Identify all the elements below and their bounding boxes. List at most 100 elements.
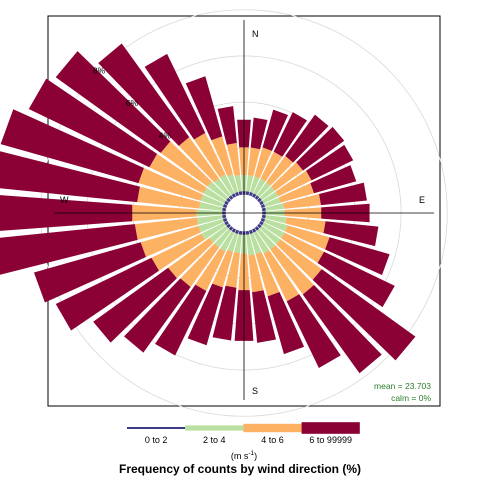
bar-350-0: [238, 191, 243, 196]
bar-160-1: [249, 233, 262, 255]
bar-290-1: [200, 194, 224, 208]
legend-label-3: 6 to 99999: [309, 435, 352, 445]
bar-280-3: [0, 151, 140, 203]
bar-200-1: [227, 233, 239, 252]
bar-110-0: [260, 218, 266, 222]
bar-340-1: [227, 174, 239, 193]
bar-240-1: [201, 222, 226, 240]
bar-320-1: [214, 178, 232, 198]
bar-50-1: [259, 186, 275, 201]
bar-260-2: [134, 217, 199, 240]
bar-330-2: [194, 132, 226, 178]
bar-30-1: [253, 178, 266, 195]
bar-330-0: [231, 193, 236, 198]
legend-unit-exp: -1: [248, 450, 254, 457]
bar-240-3: [55, 257, 159, 331]
bar-300-3: [28, 78, 158, 168]
bar-50-0: [257, 197, 262, 203]
bar-260-3: [0, 224, 138, 275]
bar-70-1: [264, 197, 281, 208]
bar-60-0: [259, 200, 264, 205]
bar-330-3: [144, 53, 206, 140]
chart-title: Frequency of counts by wind direction (%…: [119, 462, 361, 476]
bar-40-1: [256, 182, 271, 198]
bar-40-3: [285, 114, 329, 163]
bar-240-0: [224, 221, 229, 226]
legend-swatch-1: [185, 425, 244, 431]
bar-100-0: [261, 214, 266, 219]
bar-140-2: [270, 245, 315, 295]
bar-200-2: [212, 249, 233, 288]
bar-140-0: [254, 226, 260, 231]
bar-120-0: [259, 221, 264, 226]
bar-290-3: [0, 109, 144, 184]
bar-40-0: [254, 195, 260, 200]
bar-170-3: [252, 290, 277, 343]
bar-300-1: [203, 187, 226, 204]
bar-250-1: [198, 218, 224, 233]
bar-220-2: [180, 243, 219, 288]
bar-350-3: [217, 106, 237, 145]
bar-20-3: [262, 109, 289, 151]
bar-120-3: [317, 251, 395, 308]
bar-150-1: [253, 231, 270, 254]
radial-label: 4%: [159, 130, 172, 140]
bar-100-2: [285, 217, 326, 234]
bar-340-0: [235, 191, 239, 197]
bar-60-3: [306, 144, 354, 181]
bar-40-2: [266, 155, 294, 186]
legend-label-2: 4 to 6: [261, 435, 284, 445]
bar-10-1: [246, 175, 254, 192]
bar-140-1: [256, 228, 276, 250]
bar-350-1: [234, 175, 242, 192]
bar-280-0: [222, 207, 227, 212]
bar-10-0: [245, 191, 250, 196]
bar-30-0: [252, 193, 257, 198]
bar-250-2: [140, 225, 201, 258]
legend-swatch-3: [301, 422, 360, 434]
legend-label-0: 0 to 2: [145, 435, 168, 445]
bar-20-2: [254, 147, 272, 179]
bar-300-2: [149, 153, 207, 194]
bar-60-1: [262, 191, 279, 204]
bar-100-1: [265, 215, 287, 224]
bar-160-2: [255, 251, 280, 297]
stat-mean: mean = 23.703: [374, 381, 431, 391]
bar-190-0: [238, 230, 243, 235]
legend: 0 to 2 2 to 4 4 to 6 6 to 99999: [127, 422, 360, 445]
bar-340-3: [185, 76, 223, 141]
legend-swatch-2: [243, 423, 302, 433]
bar-130-3: [312, 269, 416, 361]
bar-280-1: [199, 201, 223, 211]
bar-210-2: [195, 248, 226, 291]
bar-80-1: [265, 203, 285, 211]
bar-350-2: [226, 142, 241, 177]
bar-20-1: [249, 176, 260, 193]
compass-e: E: [419, 195, 425, 205]
bar-230-0: [226, 223, 231, 229]
bar-50-3: [296, 126, 345, 171]
bar-230-3: [93, 267, 177, 343]
bar-170-1: [246, 234, 255, 256]
bar-30-3: [273, 112, 307, 157]
bar-210-0: [231, 228, 236, 233]
bar-260-1: [196, 215, 223, 225]
bar-10-3: [250, 117, 268, 150]
bar-210-1: [219, 231, 235, 252]
bar-230-2: [168, 238, 214, 279]
bar-220-0: [228, 226, 234, 231]
radial-labels: 4% 6% 8%: [93, 66, 172, 141]
wind-bars: [0, 43, 416, 374]
bar-310-3: [55, 51, 171, 153]
bar-140-3: [302, 285, 382, 374]
bar-310-2: [160, 141, 212, 187]
compass-n: N: [252, 29, 259, 39]
bar-70-0: [260, 204, 266, 208]
bar-80-3: [319, 182, 367, 206]
bar-130-1: [259, 225, 281, 245]
bar-60-2: [275, 170, 312, 197]
bar-220-3: [124, 278, 191, 353]
bar-310-1: [207, 181, 229, 201]
bar-190-2: [225, 252, 240, 288]
